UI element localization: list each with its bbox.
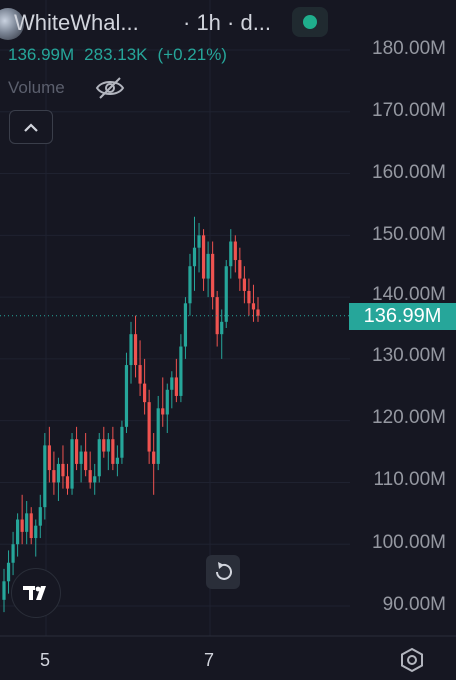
price-tick: 100.00M <box>372 532 446 553</box>
price-tick: 130.00M <box>372 345 446 366</box>
candle-body <box>192 247 197 267</box>
candle-body <box>138 365 142 384</box>
candle-body <box>220 321 224 335</box>
last-price: 136.99M <box>8 45 75 64</box>
candle-body <box>156 408 160 464</box>
candle-body <box>206 253 210 279</box>
candle-body <box>115 457 119 464</box>
live-status-button[interactable] <box>292 7 328 37</box>
price-tick: 160.00M <box>372 162 446 183</box>
time-tick: 7 <box>204 650 215 670</box>
candle-body <box>34 525 38 539</box>
candle-body <box>201 235 206 279</box>
candle-body <box>29 513 33 539</box>
change-absolute: 283.13K <box>84 45 148 64</box>
candle-body <box>188 266 192 304</box>
candle-body <box>256 309 260 316</box>
candle-body <box>70 439 74 489</box>
timeframe-label[interactable]: · 1h · d... <box>183 10 272 35</box>
current-price-badge: 136.99M <box>349 303 456 330</box>
price-tick: 90.00M <box>382 594 446 615</box>
change-percent: (+0.21%) <box>157 45 227 64</box>
candle-body <box>102 439 106 452</box>
candle-body <box>47 445 51 471</box>
candle-body <box>61 463 65 477</box>
candle-body <box>233 241 237 261</box>
candle-body <box>251 303 256 310</box>
candle-body <box>215 297 219 335</box>
volume-label: Volume <box>8 78 65 97</box>
chevron-up-icon <box>24 123 38 132</box>
candle-body <box>111 439 115 464</box>
price-tick: 150.00M <box>372 224 446 245</box>
candle-body <box>16 519 20 545</box>
candle-body <box>20 519 24 532</box>
candle-body <box>65 476 70 489</box>
reset-chart-button[interactable] <box>206 555 240 589</box>
price-tick: 180.00M <box>372 38 446 59</box>
candle-body <box>242 278 246 291</box>
tradingview-logo-icon[interactable] <box>11 568 61 618</box>
candle-body <box>74 439 79 464</box>
candle-body <box>174 377 178 396</box>
live-dot-icon <box>303 15 317 29</box>
candle-body <box>152 451 156 464</box>
candle-body <box>197 235 201 248</box>
collapse-legend-button[interactable] <box>9 110 53 144</box>
candle-body <box>183 303 188 347</box>
candle-body <box>79 451 83 464</box>
candle-body <box>211 253 215 298</box>
candle-body <box>133 334 138 366</box>
candle-body <box>84 451 88 471</box>
candle-body <box>247 290 251 304</box>
candle-body <box>224 266 228 322</box>
candle-body <box>43 445 47 508</box>
reset-icon <box>216 562 232 580</box>
candle-body <box>165 389 169 415</box>
price-tick: 170.00M <box>372 100 446 121</box>
candle-body <box>25 513 29 532</box>
candle-body <box>124 365 129 427</box>
candle-body <box>161 408 165 415</box>
chart-header: WhiteWhal... · 1h · d... 136.99M 283.13K (… <box>0 0 456 144</box>
candle-body <box>179 346 183 396</box>
candle-body <box>93 476 97 483</box>
candle-body <box>6 562 11 582</box>
quote-line: 136.99M 283.13K (+0.21%) <box>8 45 237 65</box>
candle-body <box>97 439 101 477</box>
candle-body <box>11 544 15 563</box>
candle-body <box>56 463 61 483</box>
candle-body <box>120 426 124 458</box>
candle-body <box>170 377 174 390</box>
candle-body <box>129 334 133 366</box>
candle-body <box>2 581 6 600</box>
candle-body <box>143 383 147 403</box>
candle-body <box>38 507 42 526</box>
price-tick: 140.00M <box>372 284 446 305</box>
time-tick: 5 <box>40 650 51 670</box>
candle-body <box>147 402 151 452</box>
candle-body <box>52 470 56 483</box>
candle-body <box>106 439 110 452</box>
price-tick: 110.00M <box>373 469 446 490</box>
tradingview-glyph <box>23 586 46 600</box>
settings-icon[interactable] <box>398 646 426 674</box>
candle-body <box>88 470 92 483</box>
candle-body <box>229 241 233 267</box>
candle-body <box>238 260 242 279</box>
eye-off-icon[interactable] <box>95 75 125 101</box>
price-tick: 120.00M <box>372 407 446 428</box>
symbol-name[interactable]: WhiteWhal... <box>14 10 139 35</box>
